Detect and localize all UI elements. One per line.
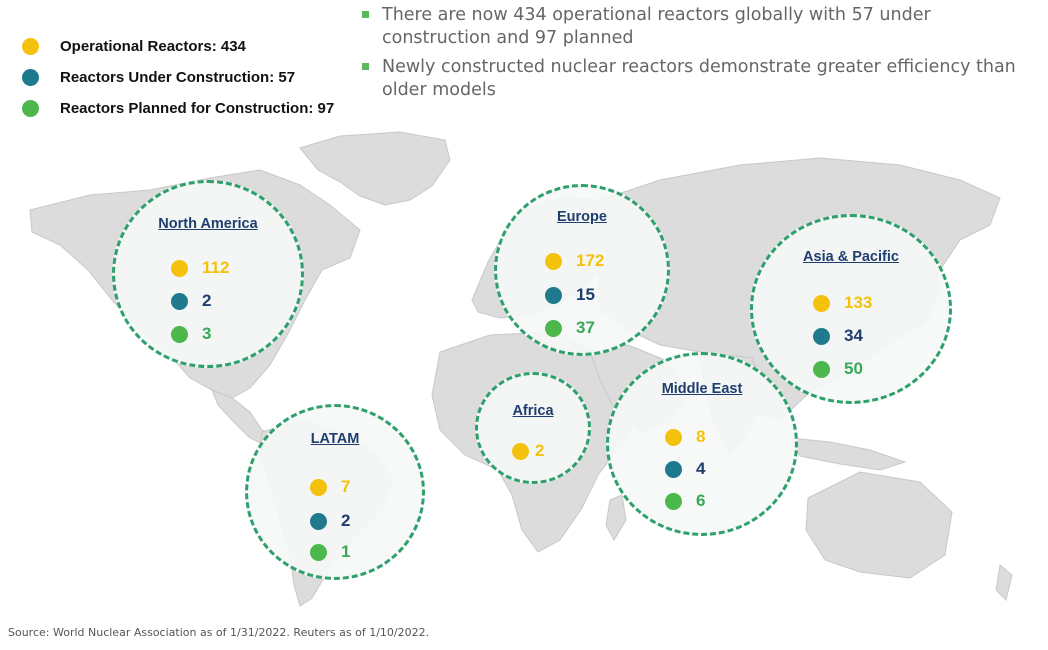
- stat-value: 4: [696, 459, 706, 478]
- planned-dot-icon: [545, 319, 562, 337]
- stat-value: 172: [576, 251, 605, 270]
- region-asia-pacific: Asia & Pacific 133 34 50: [750, 214, 952, 404]
- bullet-text: Newly constructed nuclear reactors demon…: [382, 57, 1016, 100]
- square-bullet-icon: [362, 63, 369, 70]
- stat-operational: 112: [171, 258, 229, 278]
- source-note: Source: World Nuclear Association as of …: [8, 626, 430, 639]
- region-title: Africa: [512, 403, 554, 419]
- stat-value: 8: [696, 427, 706, 446]
- legend-item-operational: Operational Reactors: 434: [22, 38, 246, 55]
- bullet-point: There are now 434 operational reactors g…: [362, 4, 1042, 50]
- under-construction-dot-icon: [310, 512, 327, 530]
- stat-planned: 37: [545, 318, 595, 338]
- stat-value: 34: [844, 326, 863, 345]
- under-construction-dot-icon: [813, 327, 830, 345]
- stat-under-construction: 2: [310, 511, 350, 531]
- region-africa: Africa 2: [475, 372, 591, 484]
- region-north-america: North America 112 2 3: [112, 180, 304, 368]
- under-construction-dot-icon: [545, 286, 562, 304]
- planned-dot-icon: [22, 100, 39, 117]
- operational-dot-icon: [545, 252, 562, 270]
- stat-planned: 6: [665, 491, 705, 511]
- planned-dot-icon: [171, 325, 188, 343]
- key-points: There are now 434 operational reactors g…: [362, 4, 1042, 108]
- stat-planned: 50: [813, 359, 863, 379]
- australia-shape: [805, 471, 953, 579]
- under-construction-dot-icon: [22, 69, 39, 86]
- stat-under-construction: 4: [665, 459, 705, 479]
- region-title: Middle East: [661, 381, 743, 397]
- stat-under-construction: 34: [813, 326, 863, 346]
- under-construction-dot-icon: [171, 292, 188, 310]
- legend-label-under-construction: Reactors Under Construction: 57: [60, 69, 296, 86]
- stat-operational: 8: [665, 427, 705, 447]
- planned-dot-icon: [665, 492, 682, 510]
- region-title: North America: [158, 216, 258, 232]
- operational-dot-icon: [310, 478, 327, 496]
- stat-value: 15: [576, 285, 595, 304]
- operational-dot-icon: [171, 259, 188, 277]
- operational-dot-icon: [665, 428, 682, 446]
- region-latam: LATAM 7 2 1: [245, 404, 425, 580]
- legend-label-operational: Operational Reactors: 434: [60, 38, 246, 55]
- bullet-point: Newly constructed nuclear reactors demon…: [362, 56, 1042, 102]
- legend-label-planned: Reactors Planned for Construction: 97: [60, 100, 335, 117]
- stat-value: 7: [341, 477, 351, 496]
- region-middle-east: Middle East 8 4 6: [606, 352, 798, 536]
- planned-dot-icon: [813, 360, 830, 378]
- greenland-shape: [299, 131, 451, 206]
- stat-value: 6: [696, 491, 706, 510]
- stat-value: 2: [535, 441, 545, 460]
- stat-operational: 7: [310, 477, 350, 497]
- stat-operational: 172: [545, 251, 604, 271]
- stat-value: 3: [202, 324, 212, 343]
- operational-dot-icon: [813, 294, 830, 312]
- square-bullet-icon: [362, 11, 369, 18]
- bullet-text: There are now 434 operational reactors g…: [382, 5, 931, 48]
- madagascar-shape: [605, 494, 627, 542]
- stat-value: 2: [341, 511, 351, 530]
- stat-planned: 1: [310, 542, 350, 562]
- under-construction-dot-icon: [665, 460, 682, 478]
- region-title: LATAM: [310, 431, 360, 447]
- region-title: Europe: [557, 209, 607, 225]
- legend-item-under-construction: Reactors Under Construction: 57: [22, 69, 295, 86]
- region-title: Asia & Pacific: [803, 249, 899, 265]
- planned-dot-icon: [310, 543, 327, 561]
- stat-value: 2: [202, 291, 212, 310]
- stat-operational: 2: [512, 441, 544, 461]
- operational-dot-icon: [22, 38, 39, 55]
- stat-value: 1: [341, 542, 351, 561]
- stat-value: 37: [576, 318, 595, 337]
- stat-value: 112: [202, 258, 230, 277]
- stat-under-construction: 15: [545, 285, 595, 305]
- stat-value: 50: [844, 359, 863, 378]
- stat-under-construction: 2: [171, 291, 211, 311]
- region-europe: Europe 172 15 37: [494, 184, 670, 356]
- stat-planned: 3: [171, 324, 211, 344]
- new-zealand-shape: [995, 564, 1013, 601]
- stat-operational: 133: [813, 293, 872, 313]
- legend-item-planned: Reactors Planned for Construction: 97: [22, 100, 334, 117]
- indonesia-shape: [789, 437, 907, 471]
- operational-dot-icon: [512, 442, 529, 460]
- stat-value: 133: [844, 293, 873, 312]
